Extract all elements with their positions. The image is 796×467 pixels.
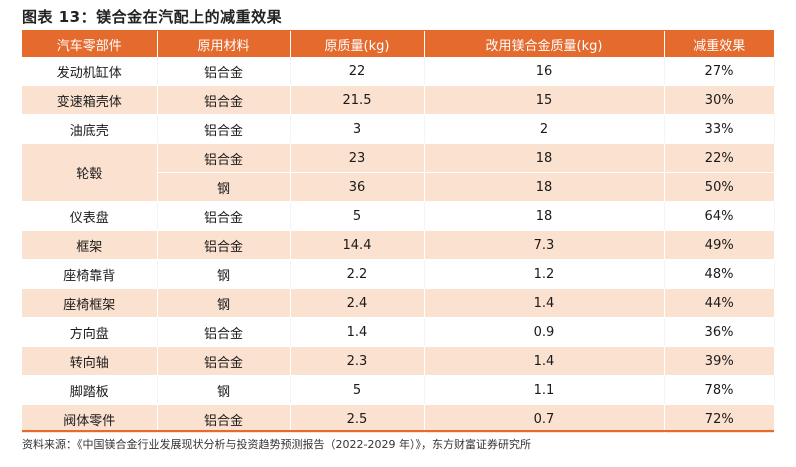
cell-material: 铝合金 [157,346,291,376]
cell-saving: 30% [664,85,774,115]
cell-saving: 39% [664,346,774,376]
cell-material: 铝合金 [157,230,291,260]
table-row: 脚踏板 钢 5 1.1 78% [22,375,775,405]
cell-saving: 44% [664,288,774,318]
figure-title: 图表 13：镁合金在汽配上的减重效果 [22,8,283,26]
cell-original-weight: 22 [290,57,425,86]
cell-mg-weight: 16 [424,57,665,86]
cell-material: 铝合金 [157,114,291,144]
table-row: 发动机缸体 铝合金 22 16 27% [22,57,775,86]
cell-mg-weight: 1.4 [424,346,665,376]
cell-part: 仪表盘 [22,201,158,231]
cell-original-weight: 5 [290,375,425,405]
header-material: 原用材料 [157,31,291,57]
cell-mg-weight: 0.9 [424,317,665,347]
table-row: 方向盘 铝合金 1.4 0.9 36% [22,317,775,347]
header-part: 汽车零部件 [22,31,158,57]
cell-original-weight: 2.4 [290,288,425,318]
cell-mg-weight: 15 [424,85,665,115]
cell-saving: 22% [664,143,774,173]
cell-original-weight: 2.3 [290,346,425,376]
cell-saving: 49% [664,230,774,260]
table-row: 仪表盘 铝合金 5 18 64% [22,201,775,231]
cell-saving: 33% [664,114,775,144]
cell-part: 变速箱壳体 [22,85,158,115]
table-row: 钢 36 18 50% [22,172,774,202]
table-row: 变速箱壳体 铝合金 21.5 15 30% [22,85,774,115]
cell-material: 钢 [157,172,291,202]
cell-material: 钢 [157,288,291,318]
cell-saving: 36% [664,317,775,347]
table-row: 框架 铝合金 14.4 7.3 49% [22,230,774,260]
cell-original-weight: 3 [290,114,425,144]
header-mg-weight: 改用镁合金质量(kg) [424,31,665,57]
cell-mg-weight: 7.3 [424,230,665,260]
cell-part: 座椅框架 [22,288,158,318]
table-row: 转向轴 铝合金 2.3 1.4 39% [22,346,774,376]
cell-saving: 64% [664,201,775,231]
header-original-weight: 原质量(kg) [290,31,425,57]
cell-part: 转向轴 [22,346,158,376]
cell-part: 框架 [22,230,158,260]
header-saving: 减重效果 [664,31,774,57]
table-bottom-rule [22,430,774,432]
cell-saving: 50% [664,172,774,202]
source-note: 资料来源：《中国镁合金行业发展现状分析与投资趋势预测报告（2022-2029 年… [22,438,531,451]
cell-original-weight: 21.5 [290,85,425,115]
cell-saving: 72% [664,404,774,434]
cell-original-weight: 2.5 [290,404,425,434]
cell-part: 座椅靠背 [22,259,158,289]
cell-original-weight: 1.4 [290,317,425,347]
cell-material: 铝合金 [157,143,291,173]
cell-mg-weight: 1.4 [424,288,665,318]
cell-original-weight: 14.4 [290,230,425,260]
cell-saving: 27% [664,57,775,86]
cell-material: 钢 [157,375,291,405]
cell-mg-weight: 18 [424,201,665,231]
cell-mg-weight: 1.2 [424,259,665,289]
table-row: 阀体零件 铝合金 2.5 0.7 72% [22,404,774,434]
table-row: 座椅靠背 钢 2.2 1.2 48% [22,259,775,289]
cell-part: 脚踏板 [22,375,158,405]
cell-material: 钢 [157,259,291,289]
cell-saving: 48% [664,259,775,289]
cell-original-weight: 36 [290,172,425,202]
cell-mg-weight: 0.7 [424,404,665,434]
cell-mg-weight: 2 [424,114,665,144]
cell-material: 铝合金 [157,201,291,231]
cell-material: 铝合金 [157,85,291,115]
cell-material: 铝合金 [157,317,291,347]
cell-part: 阀体零件 [22,404,158,434]
table-header-row: 汽车零部件 原用材料 原质量(kg) 改用镁合金质量(kg) 减重效果 [22,31,774,57]
cell-part: 方向盘 [22,317,158,347]
cell-part: 发动机缸体 [22,57,158,86]
cell-part: 油底壳 [22,114,158,144]
table-row: 油底壳 铝合金 3 2 33% [22,114,775,144]
cell-original-weight: 5 [290,201,425,231]
cell-original-weight: 2.2 [290,259,425,289]
table-row: 轮毂 铝合金 23 18 22% [22,143,774,202]
cell-mg-weight: 18 [424,172,665,202]
cell-material: 铝合金 [157,57,291,86]
cell-original-weight: 23 [290,143,425,173]
cell-part: 轮毂 [22,143,158,202]
cell-saving: 78% [664,375,775,405]
cell-material: 铝合金 [157,404,291,434]
weight-reduction-table: 汽车零部件 原用材料 原质量(kg) 改用镁合金质量(kg) 减重效果 发动机缸… [22,31,775,434]
table-row: 座椅框架 钢 2.4 1.4 44% [22,288,774,318]
cell-mg-weight: 1.1 [424,375,665,405]
cell-mg-weight: 18 [424,143,665,173]
